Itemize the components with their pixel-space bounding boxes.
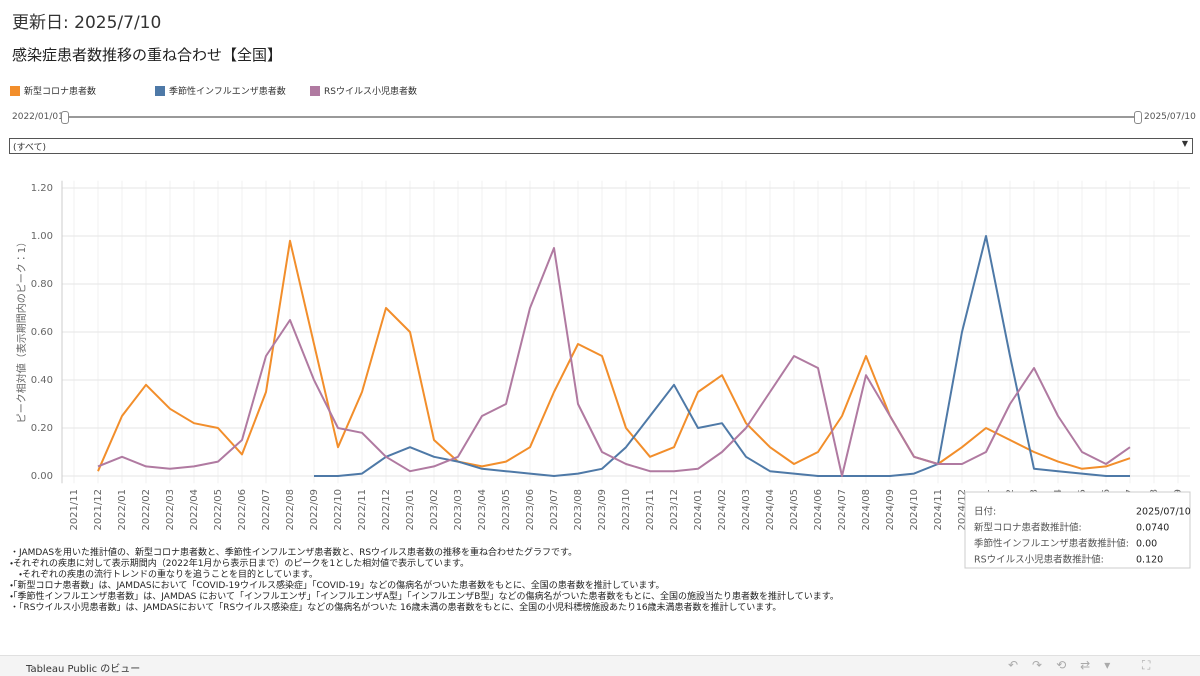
- x-tick-label: 2022/07: [261, 489, 272, 531]
- slider-track[interactable]: [66, 116, 1138, 118]
- series-line: [97, 239, 1131, 472]
- y-tick-label: 0.00: [31, 471, 53, 482]
- x-tick-label: 2023/09: [597, 489, 608, 531]
- tooltip-label: 日付:: [974, 507, 996, 518]
- x-tick-label: 2022/06: [237, 489, 248, 531]
- dropdown-value: (すべて): [13, 143, 47, 153]
- series-line: [97, 247, 1131, 477]
- note-line: ・「季節性インフルエンザ患者数」は、JAMDAS において「インフルエンザ」「イ…: [10, 592, 839, 602]
- footer-label[interactable]: Tableau Public のビュー: [26, 664, 141, 675]
- x-tick-label: 2022/10: [333, 489, 344, 531]
- x-tick-label: 2024/01: [693, 489, 704, 531]
- x-tick-label: 2024/06: [813, 489, 824, 531]
- y-tick-label: 0.20: [31, 423, 53, 434]
- x-tick-label: 2023/01: [405, 489, 416, 531]
- legend-label: 季節性インフルエンザ患者数: [169, 87, 286, 97]
- x-tick-label: 2022/08: [285, 489, 296, 531]
- x-tick-label: 2022/04: [189, 489, 200, 531]
- x-tick-label: 2023/08: [573, 489, 584, 531]
- x-tick-label: 2022/03: [165, 489, 176, 531]
- updated-date: 更新日: 2025/7/10: [12, 13, 162, 33]
- x-tick-label: 2022/02: [141, 489, 152, 531]
- x-tick-label: 2023/03: [453, 489, 464, 531]
- legend-label: RSウイルス小児患者数: [324, 87, 417, 97]
- chart: ピーク相対値（表示期間内のピーク：1） 0.00 0.20 0.40 0.60 0.80…: [15, 180, 1191, 569]
- x-tick-label: 2023/07: [549, 489, 560, 531]
- tooltip-value: 0.0740: [1136, 523, 1169, 534]
- x-tick-label: 2024/09: [885, 489, 896, 531]
- x-tick-label: 2021/11: [69, 489, 80, 531]
- tooltip-value: 0.00: [1136, 539, 1157, 550]
- y-tick-label: 0.80: [31, 279, 53, 290]
- x-tick-label: 2022/11: [357, 489, 368, 531]
- tooltip-label: RSウイルス小児患者数推計値:: [974, 554, 1104, 566]
- x-tick-label: 2024/12: [957, 489, 968, 531]
- legend-label: 新型コロナ患者数: [24, 87, 97, 97]
- legend-swatch: [10, 86, 20, 96]
- x-tick-label: 2022/05: [213, 489, 224, 531]
- note-line: ・それぞれの疾患に対して表示期間内（2022年1月から表示日まで）のピークを1と…: [10, 559, 469, 569]
- y-tick-label: 1.20: [31, 183, 53, 194]
- dropdown[interactable]: (すべて) ▼: [9, 138, 1193, 154]
- note-line: ・「RSウイルス小児患者数」は、JAMDASにおいて「RSウイルス感染症」などの…: [10, 603, 782, 613]
- y-axis-label: ピーク相対値（表示期間内のピーク：1）: [15, 237, 28, 423]
- slider-handle[interactable]: [1134, 111, 1142, 124]
- x-tick-label: 2024/05: [789, 489, 800, 531]
- x-tick-label: 2022/12: [381, 489, 392, 531]
- tooltip-label: 季節性インフルエンザ患者数推計値:: [974, 538, 1129, 550]
- x-tick-label: 2023/04: [477, 489, 488, 531]
- footer: Tableau Public のビュー ↶↷⟲⇄▾ ⛶: [0, 655, 1200, 676]
- x-tick-label: 2023/02: [429, 489, 440, 531]
- tooltip-box: [964, 491, 1191, 569]
- x-tick-label: 2023/11: [645, 489, 656, 531]
- x-tick-label: 2021/12: [93, 489, 104, 531]
- chart-title: 感染症患者数推移の重ね合わせ【全国】: [12, 46, 283, 64]
- x-tick-label: 2024/10: [909, 489, 920, 531]
- slider-handle[interactable]: [61, 111, 69, 124]
- tooltip-value: 2025/07/10: [1136, 507, 1191, 518]
- range-end: 2025/07/10: [1144, 112, 1196, 122]
- y-tick-label: 0.40: [31, 375, 53, 386]
- x-tick-label: 2022/09: [309, 489, 320, 531]
- x-tick-label: 2023/10: [621, 489, 632, 531]
- x-tick-label: 2023/06: [525, 489, 536, 531]
- range-start: 2022/01/01: [12, 112, 64, 122]
- x-tick-label: 2023/05: [501, 489, 512, 531]
- tooltip-value: 0.120: [1136, 555, 1163, 566]
- tooltip: 日付: 2025/07/10 新型コロナ患者数推計値: 0.0740 季節性インフルエン…: [964, 491, 1191, 569]
- legend: 新型コロナ患者数 季節性インフルエンザ患者数 RSウイルス小児患者数: [10, 84, 710, 98]
- x-tick-label: 2024/11: [933, 489, 944, 531]
- x-tick-label: 2022/01: [117, 489, 128, 531]
- note-line: ・「新型コロナ患者数」は、JAMDASにおいて「COVID-19ウイルス感染症」…: [10, 581, 665, 591]
- notes: ・JAMDASを用いた推計値の、新型コロナ患者数と、季節性インフルエンザ患者数と…: [10, 548, 839, 614]
- x-tick-label: 2024/07: [837, 489, 848, 531]
- x-tick-label: 2024/02: [717, 489, 728, 531]
- x-tick-label: 2024/03: [741, 489, 752, 531]
- legend-swatch: [310, 86, 320, 96]
- legend-swatch: [155, 86, 165, 96]
- dropdown-arrow: ▼: [1181, 139, 1188, 148]
- x-tick-label: 2024/08: [861, 489, 872, 531]
- toolbar-icons[interactable]: ↶↷⟲⇄▾ ⛶: [1008, 658, 1165, 672]
- note-line: ・JAMDASを用いた推計値の、新型コロナ患者数と、季節性インフルエンザ患者数と…: [10, 548, 578, 558]
- y-tick-label: 0.60: [31, 327, 53, 338]
- x-tick-label: 2023/12: [669, 489, 680, 531]
- x-tick-label: 2024/04: [765, 489, 776, 531]
- tooltip-label: 新型コロナ患者数推計値:: [974, 522, 1082, 534]
- y-tick-label: 1.00: [31, 231, 53, 242]
- note-line: ・それぞれの疾患の流行トレンドの重なりを追うことを目的としています。: [10, 570, 318, 580]
